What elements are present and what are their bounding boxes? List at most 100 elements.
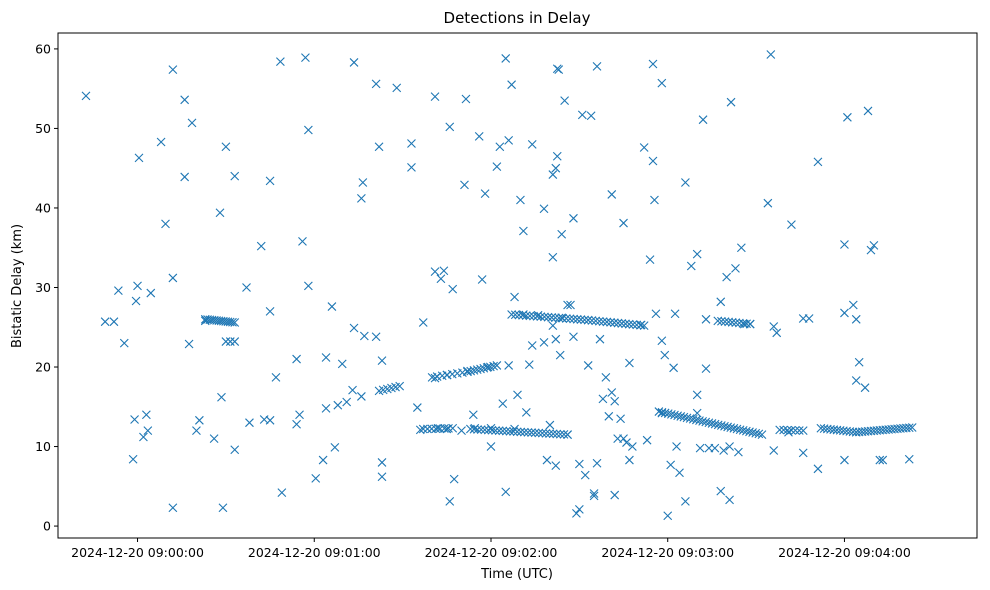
data-point [580,470,590,480]
data-point [128,454,138,464]
data-point [619,218,628,228]
data-point [439,266,449,276]
data-point [371,332,381,342]
data-point [717,316,726,326]
data-point [607,388,617,397]
data-point [757,430,767,440]
data-point [639,321,649,331]
data-point [738,318,748,328]
data-point [298,236,307,246]
data-point [460,180,469,190]
data-point [492,361,502,370]
data-point [787,220,796,230]
data-point [359,331,369,341]
data-point [565,314,575,324]
data-point [516,195,525,205]
data-point [669,363,679,373]
data-point [519,226,528,236]
y-tick-label: 30 [35,280,51,295]
data-point [225,337,235,346]
data-point [113,286,123,296]
data-point [701,364,711,373]
data-point [131,296,141,306]
data-point [536,312,546,322]
data-point [445,497,455,506]
data-point [337,359,347,369]
data-point [356,392,366,401]
data-point [547,313,557,322]
data-point [548,321,558,331]
data-point [583,361,593,370]
data-point [731,264,740,273]
data-point [524,360,534,370]
data-point [230,318,240,327]
data-point [561,314,571,323]
data-point [840,455,849,465]
data-point [192,426,201,436]
data-point [851,314,861,324]
data-point [461,94,471,104]
x-axis-label: Time (UTC) [480,567,553,582]
data-point [548,429,558,439]
data-point [736,243,746,253]
data-point [486,442,496,451]
x-axis: 2024-12-20 09:00:00 2024-12-20 09:01:00 20… [71,538,911,560]
data-point [725,442,734,451]
data-point [303,281,313,291]
data-point [491,426,500,435]
y-axis: 0 10 20 30 40 50 60 [35,41,58,534]
data-point [292,354,301,364]
data-point [501,54,511,63]
data-point [349,323,359,333]
data-point [530,428,540,438]
data-point [327,302,337,311]
data-point [557,229,567,239]
data-point [848,300,858,310]
data-point [583,315,593,325]
data-point [745,319,755,329]
data-point [650,195,659,205]
data-point [875,455,885,465]
data-point [449,474,459,484]
data-point [592,62,602,71]
data-point [534,428,544,438]
data-point [537,428,547,438]
data-point [663,511,673,521]
data-point [604,411,614,421]
data-point [651,309,661,319]
data-point [672,442,681,451]
data-point [769,446,779,455]
y-tick-label: 0 [43,519,51,534]
data-point [228,317,237,327]
data-point [348,385,357,395]
y-tick-label: 40 [35,200,51,215]
data-point [701,314,711,324]
data-point [292,419,301,429]
data-point [392,83,402,93]
data-point [480,189,490,199]
data-point [563,300,572,310]
data-point [119,338,129,348]
data-point [595,334,605,344]
data-point [218,503,228,513]
data-point [265,415,275,425]
data-point [81,91,91,101]
data-point [569,332,578,342]
data-point [742,319,751,329]
data-point [692,249,702,259]
data-point [725,495,734,505]
data-point [681,178,690,187]
data-point [245,418,254,428]
data-point [541,428,551,438]
data-point [666,460,676,470]
data-point [904,454,914,464]
data-point [168,273,178,283]
data-point [577,110,587,120]
data-point [521,311,531,320]
data-point [602,317,612,327]
data-point [301,53,310,63]
data-point [548,252,558,262]
data-point [510,292,519,302]
data-point [574,459,584,469]
data-point [504,361,514,370]
